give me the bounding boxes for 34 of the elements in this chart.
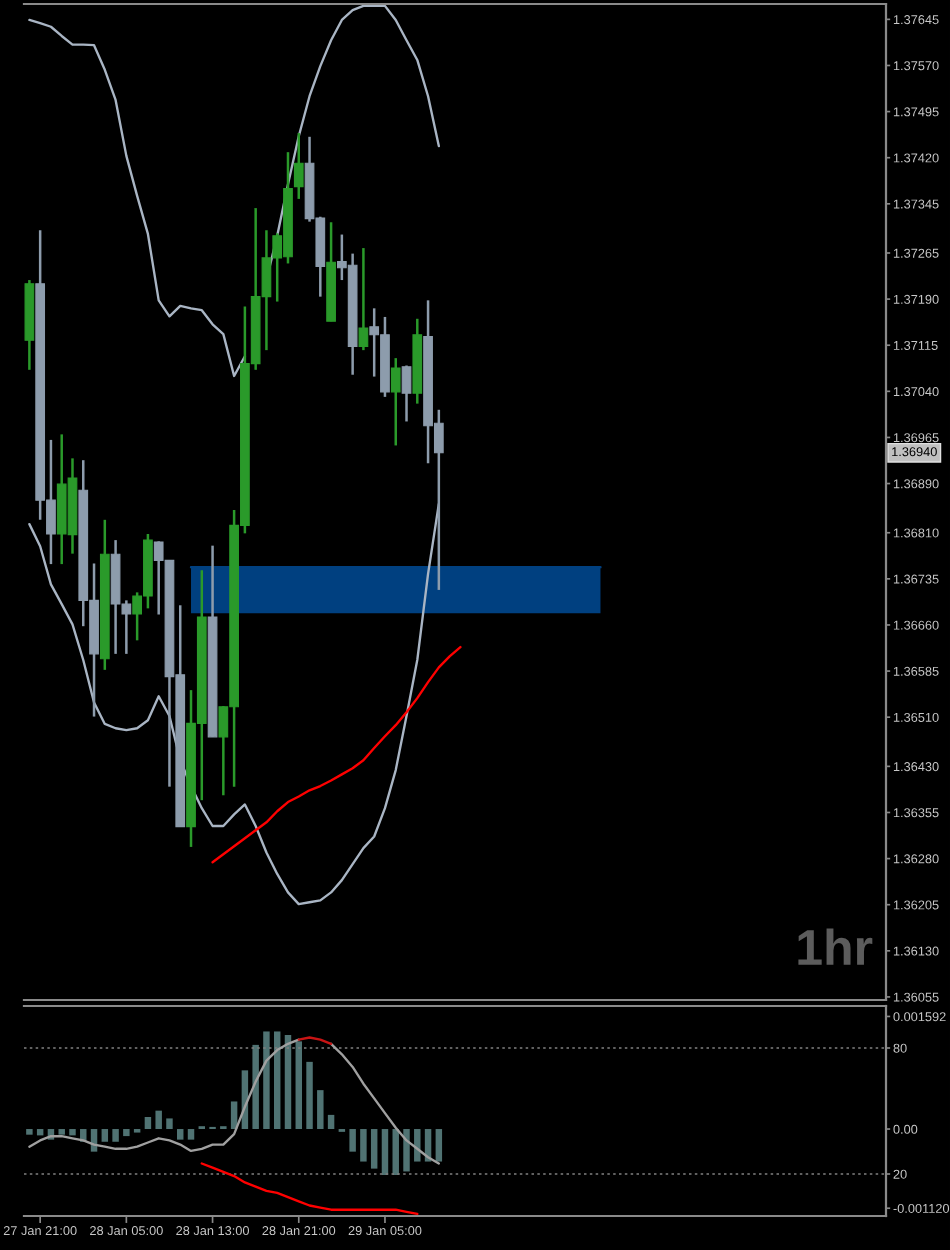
- bar: [403, 1129, 410, 1172]
- bar: [58, 1129, 65, 1135]
- candlestick: [401, 364, 412, 423]
- bar: [306, 1061, 313, 1130]
- bar: [101, 1129, 109, 1142]
- bar: [177, 1129, 184, 1140]
- bar: [123, 1129, 130, 1137]
- bar: [252, 1044, 259, 1130]
- bar: [187, 1129, 195, 1140]
- bar: [360, 1129, 367, 1162]
- bar: [112, 1129, 119, 1142]
- bar: [230, 1101, 238, 1130]
- line-series: [200, 1162, 419, 1216]
- bar: [273, 1031, 281, 1130]
- bar: [370, 1129, 378, 1169]
- annotation: 1hr: [798, 928, 873, 965]
- bar: [26, 1129, 33, 1135]
- bar: [263, 1031, 270, 1130]
- bar: [435, 1129, 443, 1162]
- bar: [317, 1090, 324, 1130]
- bar: [155, 1110, 162, 1130]
- line-series: [211, 645, 462, 864]
- bar: [144, 1117, 152, 1130]
- line-series: [28, 502, 441, 906]
- bar: [414, 1129, 421, 1162]
- bar: [166, 1118, 173, 1130]
- bar: [349, 1129, 356, 1152]
- bar: [381, 1129, 389, 1175]
- bar: [327, 1114, 335, 1130]
- candlestick: [358, 246, 369, 352]
- candlestick: [293, 131, 304, 201]
- bar: [295, 1041, 302, 1130]
- bar: [69, 1129, 76, 1136]
- candlestick: [390, 356, 401, 447]
